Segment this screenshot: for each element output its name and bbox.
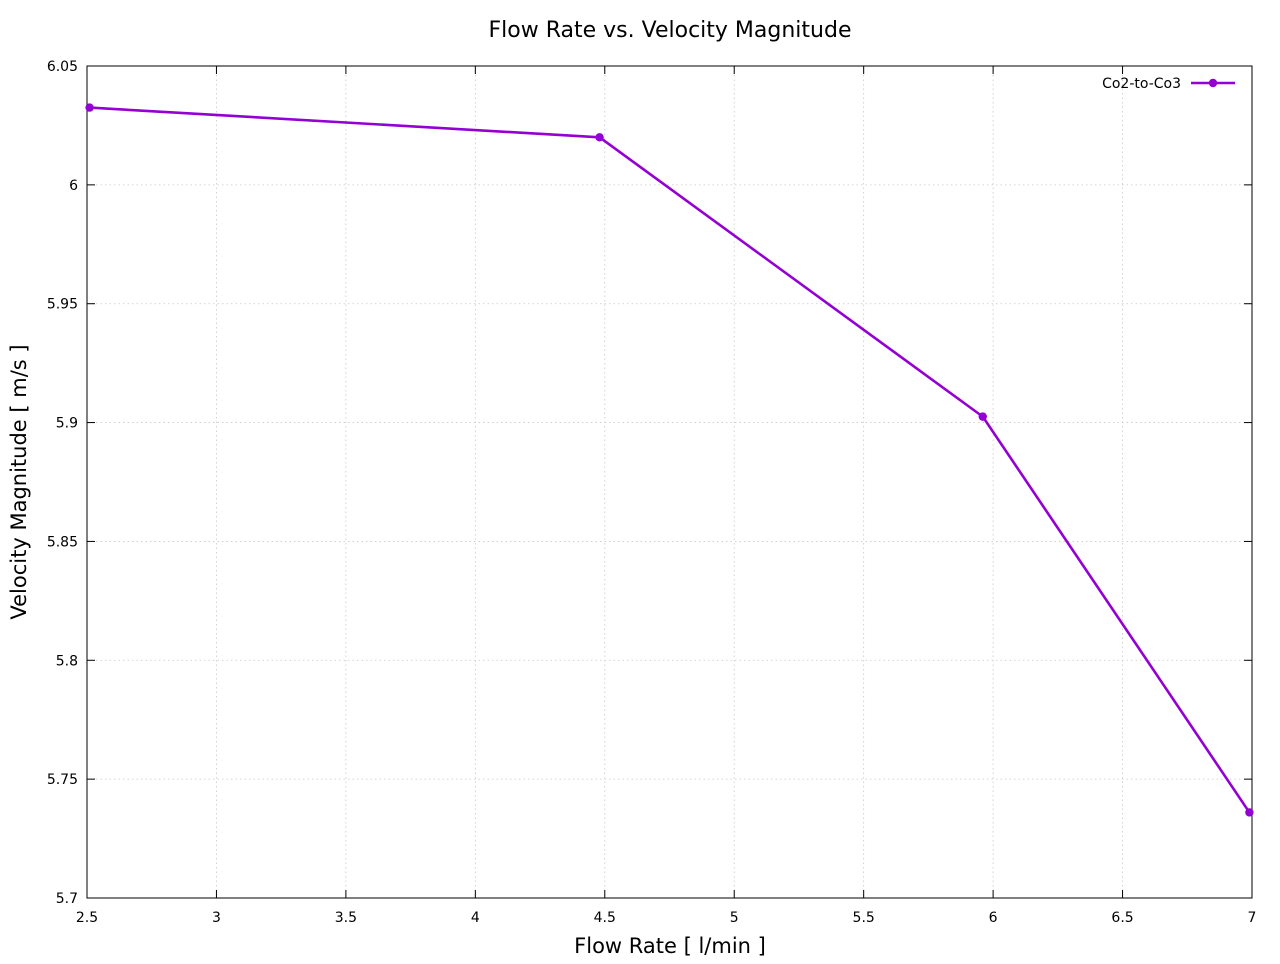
x-tick-label: 6 [989, 910, 998, 926]
x-tick-label: 7 [1248, 910, 1257, 926]
y-axis-label: Velocity Magnitude [ m/s ] [7, 344, 31, 619]
y-tick-label: 5.85 [47, 534, 78, 550]
y-tick-label: 5.95 [47, 297, 78, 313]
ticks-layer: 2.5 3 3.5 4 4.5 5 5.5 6 6.5 7 5.7 5.75 5.8 5.85 5.9 5.9… [47, 59, 1257, 926]
series-line [89, 106, 1251, 814]
x-tick-label: 5.5 [853, 910, 875, 926]
y-tick-label: 6.05 [47, 59, 78, 75]
data-point [595, 133, 604, 142]
y-tick-label: 6 [69, 178, 78, 194]
x-tick-label: 5 [730, 910, 739, 926]
x-tick-label: 4 [471, 910, 480, 926]
x-tick-label: 4.5 [594, 910, 616, 926]
legend-label: Co2-to-Co3 [1102, 76, 1181, 92]
x-tick-label: 3.5 [335, 910, 357, 926]
data-point [1245, 808, 1254, 817]
grid-layer [87, 66, 1252, 898]
y-tick-label: 5.8 [56, 653, 78, 669]
y-tick-label: 5.75 [47, 772, 78, 788]
x-tick-label: 3 [212, 910, 221, 926]
plot-frame [86, 65, 1253, 899]
series-layer [85, 103, 1254, 817]
data-point [978, 412, 987, 421]
x-axis-label: Flow Rate [ l/min ] [574, 934, 766, 958]
data-point [85, 103, 94, 112]
x-tick-label: 6.5 [1111, 910, 1133, 926]
chart-title: Flow Rate vs. Velocity Magnitude [489, 18, 852, 43]
legend-marker-swatch [1208, 78, 1218, 88]
y-tick-label: 5.9 [56, 416, 78, 432]
legend: Co2-to-Co3 [1102, 76, 1235, 92]
y-tick-label: 5.7 [56, 891, 78, 907]
x-tick-label: 2.5 [76, 910, 98, 926]
